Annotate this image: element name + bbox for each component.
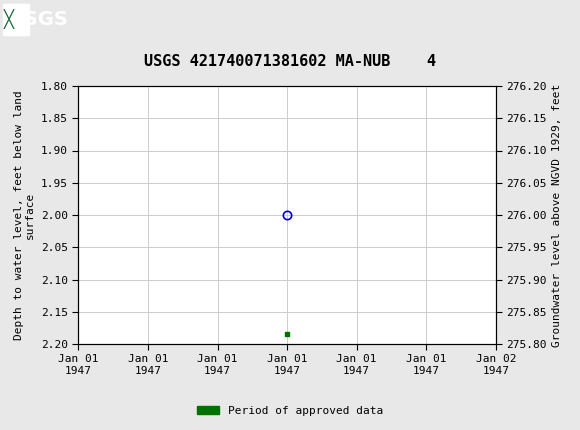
Y-axis label: Depth to water level, feet below land
surface: Depth to water level, feet below land su… — [14, 90, 35, 340]
Text: USGS 421740071381602 MA-NUB    4: USGS 421740071381602 MA-NUB 4 — [144, 54, 436, 69]
Y-axis label: Groundwater level above NGVD 1929, feet: Groundwater level above NGVD 1929, feet — [552, 83, 563, 347]
Text: ╳: ╳ — [4, 9, 14, 29]
Bar — [3, 4, 29, 35]
Legend: Period of approved data: Period of approved data — [193, 401, 387, 420]
Text: USGS: USGS — [9, 10, 68, 29]
